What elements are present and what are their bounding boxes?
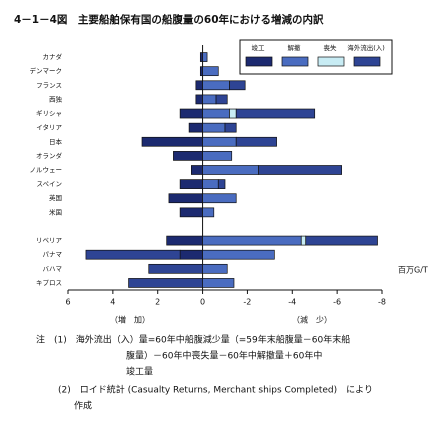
bar [202,165,259,175]
y-tick-label: デンマーク [30,66,63,75]
bar [85,249,181,260]
y-tick-label: キプロス [36,279,62,287]
y-tick-label: 米国 [49,207,62,216]
y-tick-label: カナダ [43,52,63,61]
bar [166,235,203,246]
bar [148,263,203,274]
legend-label: 解撤 [288,43,302,52]
x-tick-label: 6 [65,298,70,307]
y-tick-label: ギリシャ [36,110,62,118]
bar [179,249,203,260]
bar [300,235,307,246]
bar [229,108,237,119]
decrease-label: （減 少） [292,315,332,325]
y-tick-label: フランス [36,81,62,89]
bar [258,165,342,175]
bar [202,278,235,288]
y-tick-label: イタリア [36,123,62,132]
bar [215,94,228,105]
x-tick-label: -4 [288,298,296,307]
bar [202,263,228,274]
bar [179,179,203,189]
bar [202,179,219,189]
bar [202,94,217,105]
bar [235,136,277,147]
bar [202,66,219,77]
increase-label: （増 加） [110,315,150,325]
y-tick-label: 西独 [49,94,63,103]
x-tick-label: -6 [333,298,341,307]
legend-label: 竣工 [252,43,266,52]
bar [202,151,233,161]
y-tick-label: バハマ [43,265,63,273]
bar [195,94,203,105]
bar [202,193,237,204]
bar [202,136,237,147]
x-tick-label: -8 [378,298,386,307]
note: 注 (1) 海外流出（入）量=60年中船腹減少量（=59年末船腹量－60年末船 [36,334,350,346]
bar [202,108,230,119]
y-tick-label: 日本 [49,137,63,146]
bar [202,80,230,91]
bar [217,179,226,189]
note: (2) ロイド統計 (Casualty Returns, Merchant sh… [58,384,373,396]
note: 竣工量 [126,366,153,378]
legend-label: 海外流出(入) [347,43,385,52]
legend-swatch [317,56,345,67]
bar [173,151,203,161]
y-tick-label: リベリア [36,237,63,245]
x-tick-label: 0 [200,298,205,307]
x-tick-label: 2 [155,298,160,307]
chart-title: 4－1－4図 主要船舶保有国の船腹量の60年における増減の内訳 [14,13,324,26]
bar [191,165,203,175]
unit-label: 百万G/T [398,266,428,275]
bar [224,122,237,133]
y-tick-label: 英国 [49,193,62,202]
bar [188,122,203,133]
y-tick-label: オランダ [36,151,63,160]
bar [195,80,203,91]
bar [202,122,226,133]
bar [141,136,203,147]
note: 腹量）－60年中喪失量－60年中解撤量＋60年中 [126,350,322,362]
bar [179,207,203,218]
bar [179,108,203,119]
legend-swatch [281,56,309,67]
y-tick-label: ノルウェー [30,166,63,174]
bar [168,193,203,204]
bar [202,249,275,260]
note: 作成 [74,400,92,412]
bar [305,235,378,246]
bar [202,235,302,246]
bar [128,278,203,288]
legend-swatch [245,56,273,67]
x-tick-label: 4 [110,298,115,307]
x-tick-label: -2 [243,298,251,307]
y-tick-label: パナマ [43,251,63,259]
bar [235,108,316,119]
bar [202,207,215,218]
bar [229,80,246,91]
bar [202,52,208,62]
legend-swatch [353,56,381,67]
legend-label: 喪失 [324,43,338,52]
y-tick-label: スペイン [36,180,62,188]
